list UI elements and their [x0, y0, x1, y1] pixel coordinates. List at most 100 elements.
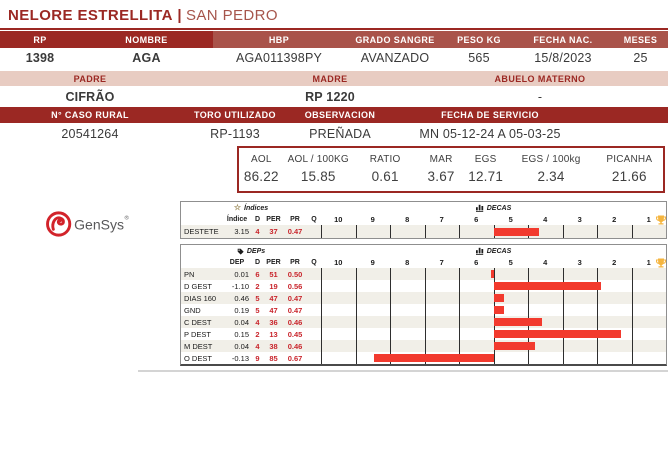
decas-bar [494, 294, 505, 302]
indices-decas-title: DECAS [321, 204, 666, 212]
header-madre: MADRE [180, 71, 480, 86]
col-dep: DEP [229, 259, 245, 266]
title-divider [0, 28, 668, 30]
decas-grid-cell [562, 292, 598, 304]
decas-plot [321, 268, 666, 280]
decas-scale-label: 8 [405, 215, 410, 224]
page-title: NELORE ESTRELLITA | SAN PEDRO [0, 0, 668, 28]
decas-scale-label: 4 [543, 258, 548, 267]
row-label: D GEST [184, 281, 212, 291]
decas-label: DECAS [486, 204, 512, 212]
row-deca: 5 [255, 293, 260, 303]
svg-text:GenSys: GenSys [74, 216, 124, 232]
value-peso-kg: 565 [468, 51, 490, 65]
decas-grid-cell [562, 268, 598, 280]
decas-grid-cell [631, 280, 667, 292]
header-picanha: PICANHA [606, 154, 653, 165]
value-observacion: PREÑADA [309, 127, 371, 141]
decas-grid-cell [424, 225, 460, 238]
row-deca: 6 [255, 269, 260, 279]
decas-grid-cell [355, 340, 391, 352]
decas-grid-cell [493, 304, 529, 316]
decas-grid-cell [562, 340, 598, 352]
col-q: Q [311, 259, 317, 266]
decas-grid-cell [322, 316, 356, 328]
tag-icon [237, 248, 244, 255]
pedigree-table-header: PADRE MADRE ABUELO MATERNO [0, 71, 668, 86]
row-percentile: 13 [269, 329, 278, 339]
value-abuelo-materno: - [537, 89, 543, 104]
header-grado-sangre: GRADO SANGRE [345, 31, 445, 48]
row-percentile: 47 [269, 293, 278, 303]
value-picanha: 21.66 [611, 169, 647, 184]
decas-grid-cell [424, 268, 460, 280]
row-label: DIAS 160 [184, 293, 217, 303]
decas-scale-label: 8 [405, 258, 410, 267]
decas-grid-cell [528, 268, 563, 280]
decas-grid-cell [390, 340, 425, 352]
decas-grid-cell [631, 304, 667, 316]
decas-scale-label: 7 [439, 215, 444, 224]
row-accuracy: 0.47 [287, 227, 303, 236]
decas-grid-cell [322, 225, 356, 238]
header-nombre: NOMBRE [80, 31, 213, 48]
decas-plot [321, 304, 666, 316]
value-padre: CIFRÃO [65, 89, 115, 104]
carcass-stats-values: 86.22 15.85 0.61 3.67 12.71 2.34 21.66 [239, 167, 663, 186]
deps-rows: PN 0.01 6 51 0.50 D GEST -1.10 2 19 0.56 DIAS 160 0… [181, 268, 666, 364]
decas-grid-cell [631, 328, 667, 340]
value-fecha-servicio: MN 05-12-24 A 05-03-25 [419, 127, 561, 141]
col-pr: PR [290, 259, 300, 266]
chart-row: PN 0.01 6 51 0.50 [181, 268, 666, 280]
farm-name: NELORE ESTRELLITA [8, 7, 173, 24]
decas-bar [494, 318, 543, 326]
charts-region: GenSys ® ☆ Índices DECAS Í [0, 201, 668, 372]
decas-grid-cell [355, 280, 391, 292]
decas-grid-cell [322, 328, 356, 340]
decas-plot [321, 292, 666, 304]
row-value: -0.13 [231, 353, 249, 363]
bar-chart-icon [475, 204, 483, 212]
row-value: -1.10 [231, 281, 249, 291]
header-egs: EGS [474, 154, 497, 165]
decas-grid-cell [355, 352, 391, 364]
value-aol-100kg: 15.85 [300, 169, 336, 184]
chart-row: O DEST -0.13 9 85 0.67 [181, 352, 666, 364]
row-value: 0.01 [234, 269, 249, 279]
decas-grid-cell [390, 268, 425, 280]
row-accuracy: 0.47 [287, 293, 303, 303]
decas-plot [321, 328, 666, 340]
decas-grid-cell [493, 292, 529, 304]
header-aol: AOL [250, 154, 272, 165]
decas-scale-label: 4 [543, 215, 548, 224]
decas-grid-cell [493, 225, 529, 238]
indices-column-headers: Índice D PER PR Q 10 9 8 7 6 5 4 3 2 1 [181, 214, 666, 225]
row-accuracy: 0.47 [287, 305, 303, 315]
trophy-icon [655, 213, 667, 231]
row-accuracy: 0.56 [287, 281, 303, 291]
decas-grid-cell [528, 304, 563, 316]
row-deca: 4 [255, 317, 260, 327]
header-egs-100kg: EGS / 100kg [521, 154, 581, 165]
decas-grid-cell [562, 352, 598, 364]
decas-grid-cell [322, 268, 356, 280]
carcass-stats-panel: AOL AOL / 100KG RATIO MAR EGS EGS / 100k… [237, 146, 665, 193]
decas-grid-cell [355, 316, 391, 328]
decas-grid-cell [390, 316, 425, 328]
decas-scale-label: 1 [646, 258, 651, 267]
decas-scale-label: 2 [612, 215, 617, 224]
col-q: Q [311, 216, 317, 223]
header-mar: MAR [429, 154, 453, 165]
decas-grid-cell [597, 340, 632, 352]
row-label: DESTETE [184, 227, 219, 236]
header-observacion: OBSERVACION [290, 107, 390, 123]
row-value: 0.15 [234, 329, 249, 339]
decas-grid-cell [631, 268, 667, 280]
header-padre: PADRE [0, 71, 180, 86]
decas-scale-label: 7 [439, 258, 444, 267]
row-label: GND [184, 305, 201, 315]
header-hbp: HBP [213, 31, 345, 48]
row-label: O DEST [184, 353, 212, 363]
decas-grid-cell [528, 292, 563, 304]
decas-grid-cell [355, 225, 391, 238]
